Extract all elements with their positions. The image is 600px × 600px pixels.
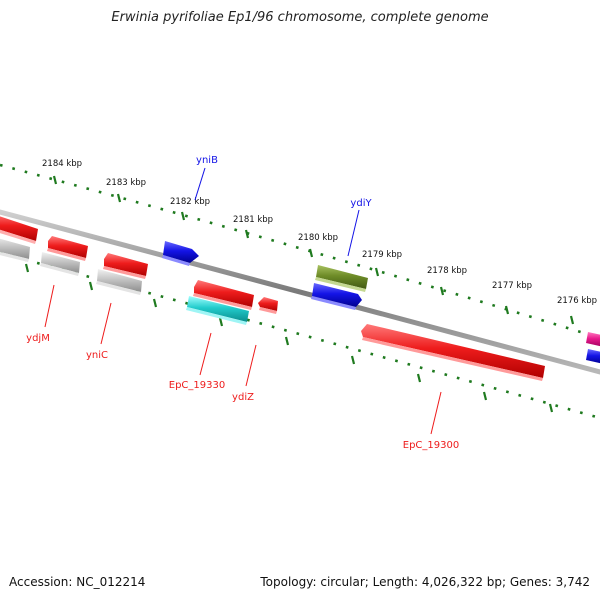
gene-feature-olive[interactable] bbox=[316, 265, 368, 289]
outer-tick bbox=[439, 286, 445, 296]
outer-tick bbox=[569, 315, 575, 325]
outer-dotted-ring bbox=[0, 163, 600, 340]
outer-tick bbox=[374, 267, 380, 277]
gene-feature-shadow bbox=[47, 248, 86, 261]
callout-line bbox=[44, 284, 55, 328]
outer-tick bbox=[504, 305, 510, 315]
inner-tick bbox=[350, 355, 356, 365]
gene-feature-ydiZ[interactable] bbox=[258, 297, 278, 311]
gene-feature-shadow bbox=[259, 307, 277, 314]
callout-line bbox=[347, 209, 360, 257]
inner-tick bbox=[284, 336, 290, 346]
gene-feature-magenta[interactable] bbox=[586, 332, 600, 347]
gene-feature-ydiY[interactable] bbox=[312, 283, 362, 307]
gene-feature-shadow bbox=[193, 293, 252, 310]
accession-text: Accession: NC_012214 bbox=[9, 575, 146, 589]
gene-feature-grey[interactable] bbox=[0, 236, 30, 259]
gene-features bbox=[0, 213, 600, 381]
map-title: Erwinia pyrifoliae Ep1/96 chromosome, co… bbox=[111, 10, 489, 25]
gene-feature-shadow bbox=[40, 263, 79, 276]
gene-label-yniB[interactable]: yniB bbox=[196, 155, 218, 166]
scale-label: 2181 kbp bbox=[233, 215, 273, 225]
scale-label: 2179 kbp bbox=[362, 250, 402, 260]
inner-tick bbox=[218, 317, 224, 327]
gene-feature-red[interactable] bbox=[104, 253, 148, 276]
gene-feature-shadow bbox=[0, 229, 36, 244]
gene-labels: yniB ydiY ydjM yniC EpC_19330 ydiZ EpC_1… bbox=[26, 155, 459, 451]
inner-major-ticks bbox=[24, 263, 554, 413]
inner-tick bbox=[152, 298, 158, 308]
gene-label-ydiZ[interactable]: ydiZ bbox=[232, 392, 254, 403]
gene-feature-red[interactable] bbox=[194, 280, 254, 307]
scale-label: 2177 kbp bbox=[492, 281, 532, 291]
scale-labels: 2184 kbp 2183 kbp 2182 kbp 2181 kbp 2180… bbox=[42, 159, 597, 306]
scale-label: 2182 kbp bbox=[170, 197, 210, 207]
callout-line bbox=[199, 332, 212, 376]
outer-tick bbox=[116, 193, 122, 203]
inner-tick bbox=[88, 281, 94, 291]
gene-feature-grey[interactable] bbox=[41, 252, 80, 273]
scale-label: 2183 kbp bbox=[106, 178, 146, 188]
gene-feature-shadow bbox=[186, 307, 247, 325]
scale-label: 2176 kbp bbox=[557, 296, 597, 306]
gene-feature-shadow bbox=[362, 337, 543, 381]
scale-label: 2184 kbp bbox=[42, 159, 82, 169]
gene-label-EpC_19330[interactable]: EpC_19330 bbox=[169, 380, 225, 391]
callout-line bbox=[194, 167, 206, 201]
outer-tick bbox=[308, 248, 314, 258]
gene-feature-shadow bbox=[311, 296, 356, 310]
gene-label-ydjM[interactable]: ydjM bbox=[26, 333, 50, 344]
inner-tick bbox=[482, 391, 488, 401]
callout-line bbox=[430, 391, 442, 435]
gene-feature-shadow bbox=[162, 255, 190, 266]
gene-label-EpC_19300[interactable]: EpC_19300 bbox=[403, 440, 459, 451]
inner-scale-ring bbox=[0, 251, 600, 420]
gene-feature-blue[interactable] bbox=[586, 349, 600, 364]
inner-tick bbox=[548, 403, 554, 413]
gene-label-ydiY[interactable]: ydiY bbox=[350, 198, 372, 209]
gene-feature-red[interactable] bbox=[0, 213, 38, 241]
outer-major-ticks bbox=[52, 175, 575, 325]
gene-feature-shadow bbox=[96, 281, 141, 295]
gene-feature-shadow bbox=[315, 277, 366, 292]
gene-feature-EpC_19300[interactable] bbox=[361, 324, 545, 378]
callout-line bbox=[245, 344, 257, 387]
gene-feature-shadow bbox=[0, 251, 29, 262]
scale-label: 2180 kbp bbox=[298, 233, 338, 243]
topology-summary-text: Topology: circular; Length: 4,026,322 bp… bbox=[260, 575, 590, 589]
gene-feature-grey[interactable] bbox=[97, 269, 142, 292]
gene-label-yniC[interactable]: yniC bbox=[86, 350, 108, 361]
inner-tick bbox=[24, 263, 30, 273]
gene-feature-shadow bbox=[103, 266, 146, 279]
callout-line bbox=[100, 302, 112, 345]
genome-backbone bbox=[0, 209, 600, 375]
outer-tick bbox=[180, 211, 186, 221]
scale-label: 2178 kbp bbox=[427, 266, 467, 276]
outer-scale-ring: 2184 kbp 2183 kbp 2182 kbp 2181 kbp 2180… bbox=[0, 159, 600, 340]
inner-tick bbox=[416, 373, 422, 383]
gene-feature-cyan[interactable] bbox=[187, 296, 249, 322]
inner-dotted-ring bbox=[0, 251, 600, 420]
outer-tick bbox=[244, 229, 250, 239]
gene-feature-yniB[interactable] bbox=[163, 241, 199, 263]
gene-feature-red[interactable] bbox=[48, 236, 88, 258]
outer-tick bbox=[52, 175, 58, 185]
